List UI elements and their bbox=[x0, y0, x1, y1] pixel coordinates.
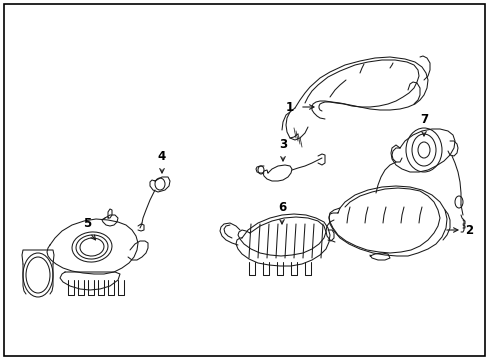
Text: 1: 1 bbox=[285, 100, 293, 113]
Text: 7: 7 bbox=[419, 113, 427, 126]
Text: 5: 5 bbox=[82, 217, 91, 230]
Text: 3: 3 bbox=[278, 138, 286, 151]
Text: 2: 2 bbox=[464, 224, 472, 237]
Text: 4: 4 bbox=[158, 150, 166, 163]
Text: 6: 6 bbox=[277, 201, 285, 214]
